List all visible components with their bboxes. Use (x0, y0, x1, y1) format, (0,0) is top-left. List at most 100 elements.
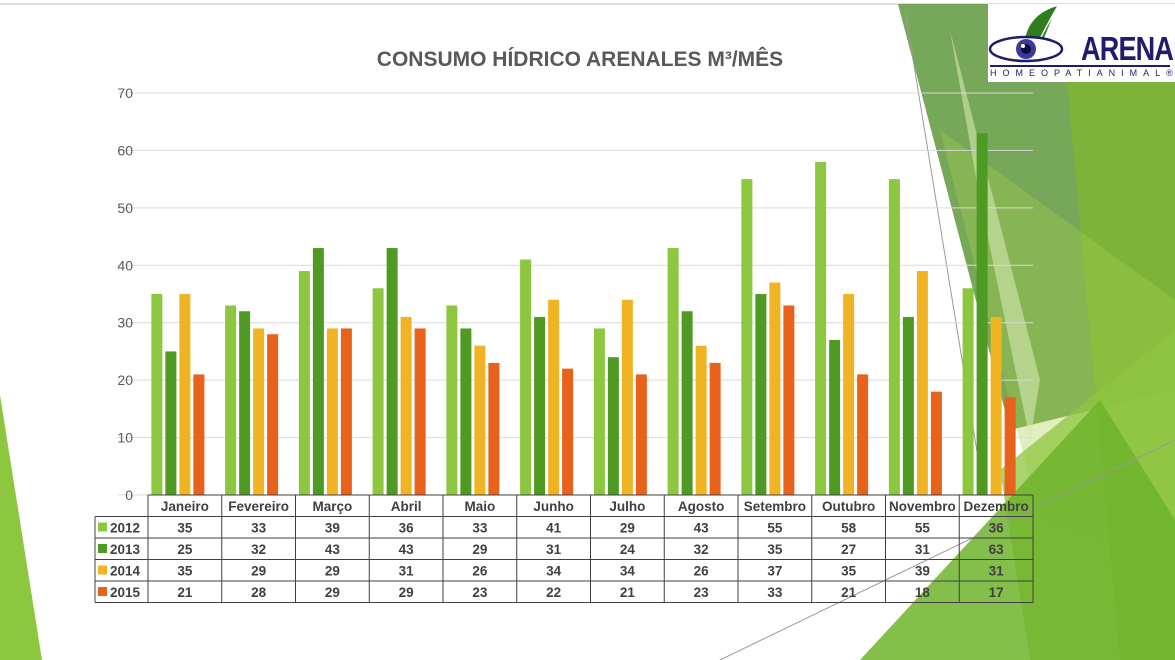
arenales-logo: ARENALES HOMEOPATIANIMAL® (988, 4, 1175, 82)
legend-swatch-2012 (98, 522, 107, 532)
category-label: Outubro (822, 499, 875, 514)
table-value: 17 (989, 585, 1004, 600)
table-value: 36 (399, 521, 415, 536)
bar-2015-abril (414, 328, 426, 495)
bar-2012-janeiro (151, 294, 163, 495)
bar-2014-julho (621, 299, 633, 495)
category-label: Novembro (889, 499, 956, 514)
table-value: 31 (989, 564, 1005, 579)
bar-2013-janeiro (165, 351, 177, 495)
table-value: 36 (989, 521, 1005, 536)
category-label: Setembro (744, 499, 806, 514)
bar-2014-maio (474, 345, 486, 495)
table-value: 34 (546, 564, 562, 579)
legend-swatch-2015 (98, 587, 107, 596)
table-value: 39 (915, 564, 930, 579)
bar-2015-março (340, 328, 352, 495)
data-table: Janeiro Fevereiro Março Abril Maio Junho Julho… (94, 494, 1034, 603)
table-value: 35 (841, 564, 857, 579)
bar-2014-outubro (843, 294, 855, 495)
table-value: 24 (620, 542, 636, 557)
table-value: 29 (251, 564, 266, 579)
table-value: 21 (841, 585, 857, 600)
table-value: 21 (620, 585, 636, 600)
bar-series (151, 133, 1016, 495)
y-tick-label: 40 (117, 257, 133, 273)
y-tick-label: 30 (117, 315, 133, 331)
bar-2013-maio (460, 328, 472, 495)
category-label: Julho (609, 499, 645, 514)
table-value: 35 (177, 564, 193, 579)
table-value: 33 (251, 521, 267, 536)
category-label: Abril (391, 499, 422, 514)
table-value: 25 (177, 542, 193, 557)
bar-2013-outubro (829, 339, 841, 495)
bar-2013-março (312, 248, 324, 495)
bar-2015-julho (635, 374, 647, 495)
y-tick-label: 0 (125, 487, 133, 503)
y-axis: 0 10 20 30 40 50 60 70 (117, 85, 133, 503)
table-value: 21 (177, 585, 193, 600)
bar-2015-fevereiro (267, 334, 279, 495)
table-value: 31 (399, 564, 415, 579)
y-tick-label: 20 (117, 372, 133, 388)
bar-2012-novembro (888, 179, 900, 495)
table-value: 34 (620, 564, 636, 579)
bar-2014-novembro (916, 271, 928, 495)
bar-2014-dezembro (990, 316, 1002, 495)
bar-2013-agosto (681, 311, 693, 495)
bar-2013-novembro (902, 316, 914, 495)
logo-wordmark: ARENALES (1081, 30, 1175, 67)
bar-2014-junho (548, 299, 560, 495)
bar-2014-março (326, 328, 338, 495)
table-value: 55 (767, 521, 783, 536)
table-value: 32 (251, 542, 266, 557)
table-value: 18 (915, 585, 931, 600)
bar-2013-fevereiro (239, 311, 251, 495)
table-value: 26 (694, 564, 710, 579)
legend-swatch-2014 (98, 565, 107, 575)
table-value: 26 (472, 564, 488, 579)
decorative-background (0, 3, 1175, 660)
category-label: Dezembro (963, 499, 1028, 514)
bar-2013-junho (534, 316, 546, 495)
bar-2014-janeiro (179, 294, 191, 495)
table-value: 23 (472, 585, 488, 600)
bar-2015-dezembro (1004, 397, 1016, 495)
chart-title: CONSUMO HÍDRICO ARENALES M³/MÊS (376, 48, 784, 71)
table-value: 29 (620, 521, 635, 536)
bar-2012-abril (372, 288, 384, 495)
bar-2014-setembro (769, 282, 781, 495)
table-value: 35 (767, 542, 783, 557)
table-value: 43 (399, 542, 415, 557)
bar-2015-agosto (709, 362, 721, 495)
bar-2012-dezembro (962, 288, 974, 495)
table-value: 35 (177, 521, 193, 536)
bar-2015-junho (562, 368, 574, 495)
eye-leaf-logo-icon (988, 5, 1064, 63)
table-value: 29 (472, 542, 487, 557)
table-value: 55 (915, 521, 931, 536)
table-value: 43 (694, 521, 710, 536)
table-value: 23 (694, 585, 710, 600)
category-label: Fevereiro (228, 499, 289, 514)
table-value: 22 (546, 585, 561, 600)
bar-2013-julho (607, 357, 619, 495)
legend-label-2012: 2012 (110, 521, 140, 536)
bar-2012-março (298, 271, 310, 495)
table-value: 31 (546, 542, 562, 557)
table-value: 33 (472, 521, 488, 536)
bar-2012-outubro (815, 161, 827, 495)
table-value: 31 (915, 542, 931, 557)
legend-label-2015: 2015 (110, 585, 141, 600)
category-label: Maio (464, 499, 495, 514)
bar-2012-maio (446, 305, 458, 495)
bar-2012-agosto (667, 248, 679, 495)
table-value: 29 (325, 585, 340, 600)
table-value: 41 (546, 521, 562, 536)
bar-2013-dezembro (976, 133, 988, 495)
legend-label-2013: 2013 (110, 542, 141, 557)
bar-2012-fevereiro (225, 305, 237, 495)
table-value: 39 (325, 521, 340, 536)
